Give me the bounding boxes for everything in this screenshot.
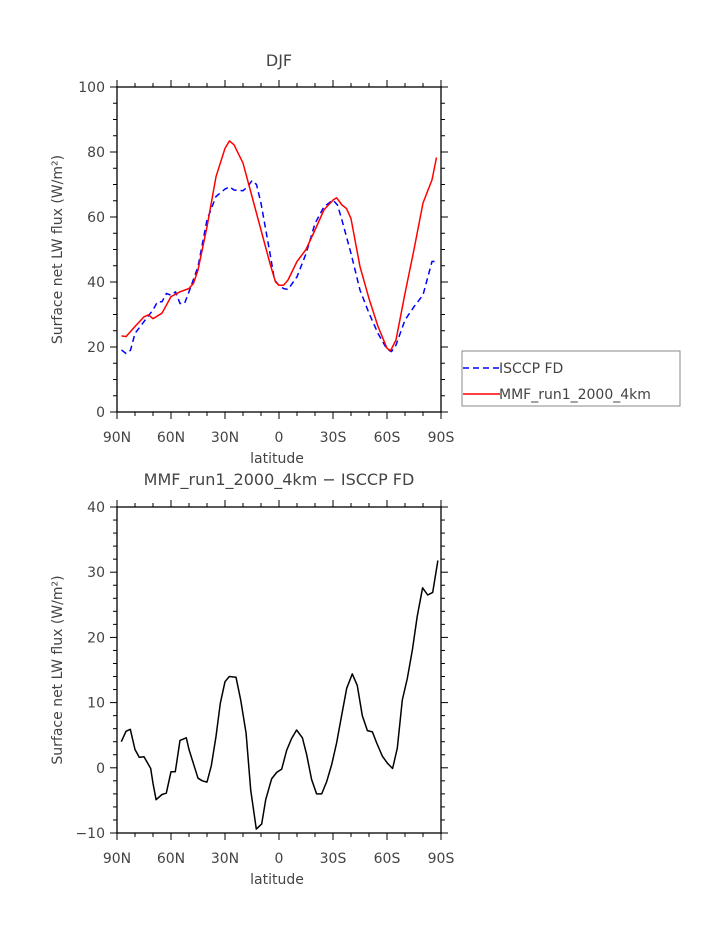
- y-tick-label: 0: [96, 761, 105, 777]
- x-tick-label: 30N: [211, 851, 239, 867]
- chart-title: MMF_run1_2000_4km − ISCCP FD: [144, 470, 415, 490]
- chart-panel-1: 90N 60N 30N 0 30S 60S 90S 0 20 40 60 80 100 DJF latitu…: [50, 51, 681, 467]
- legend-label: ISCCP FD: [499, 361, 563, 377]
- y-axis-label: Surface net LW flux (W/m²): [50, 155, 66, 344]
- legend-label: MMF_run1_2000_4km: [499, 387, 651, 403]
- y-tick-label: 20: [87, 340, 105, 356]
- y-tick-label: 0: [96, 405, 105, 421]
- x-tick-label: 0: [275, 430, 284, 446]
- y-tick-label: 10: [87, 696, 105, 712]
- series-line-mmf-run1-2000-4km: [121, 140, 438, 352]
- x-tick-label: 90S: [428, 851, 455, 867]
- y-tick-label: 40: [87, 500, 105, 516]
- x-tick-label: 60S: [374, 430, 401, 446]
- x-tick-label: 0: [275, 851, 284, 867]
- x-tick-label: 30N: [211, 430, 239, 446]
- y-tick-label: 80: [87, 145, 105, 161]
- x-tick-label: 90N: [103, 430, 131, 446]
- series-line-difference: [120, 560, 439, 830]
- plot-frame: [116, 506, 442, 834]
- x-tick-label: 90N: [103, 851, 131, 867]
- y-tick-label: 20: [87, 630, 105, 646]
- x-tick-label: 30S: [320, 851, 347, 867]
- x-tick-label: 60N: [157, 430, 185, 446]
- legend: ISCCP FD MMF_run1_2000_4km: [461, 350, 681, 407]
- x-tick-label: 30S: [320, 430, 347, 446]
- x-axis-label: latitude: [250, 872, 304, 888]
- y-tick-label: −10: [75, 826, 105, 842]
- y-tick-label: 40: [87, 275, 105, 291]
- y-tick-label: 30: [87, 565, 105, 581]
- x-tick-label: 60N: [157, 851, 185, 867]
- y-tick-label: 100: [78, 80, 105, 96]
- y-axis-label: Surface net LW flux (W/m²): [50, 575, 66, 764]
- chart-title: DJF: [266, 51, 292, 70]
- x-axis-label: latitude: [250, 451, 304, 467]
- x-tick-label: 60S: [374, 851, 401, 867]
- plot-frame: [116, 86, 442, 413]
- series-line-isccp-fd: [121, 179, 437, 355]
- legend-box: [461, 350, 681, 407]
- x-tick-label: 90S: [428, 430, 455, 446]
- y-tick-label: 60: [87, 210, 105, 226]
- chart-panel-2: 90N 60N 30N 0 30S 60S 90S −10 0 10 20 30 40 MMF_run1_…: [50, 470, 454, 888]
